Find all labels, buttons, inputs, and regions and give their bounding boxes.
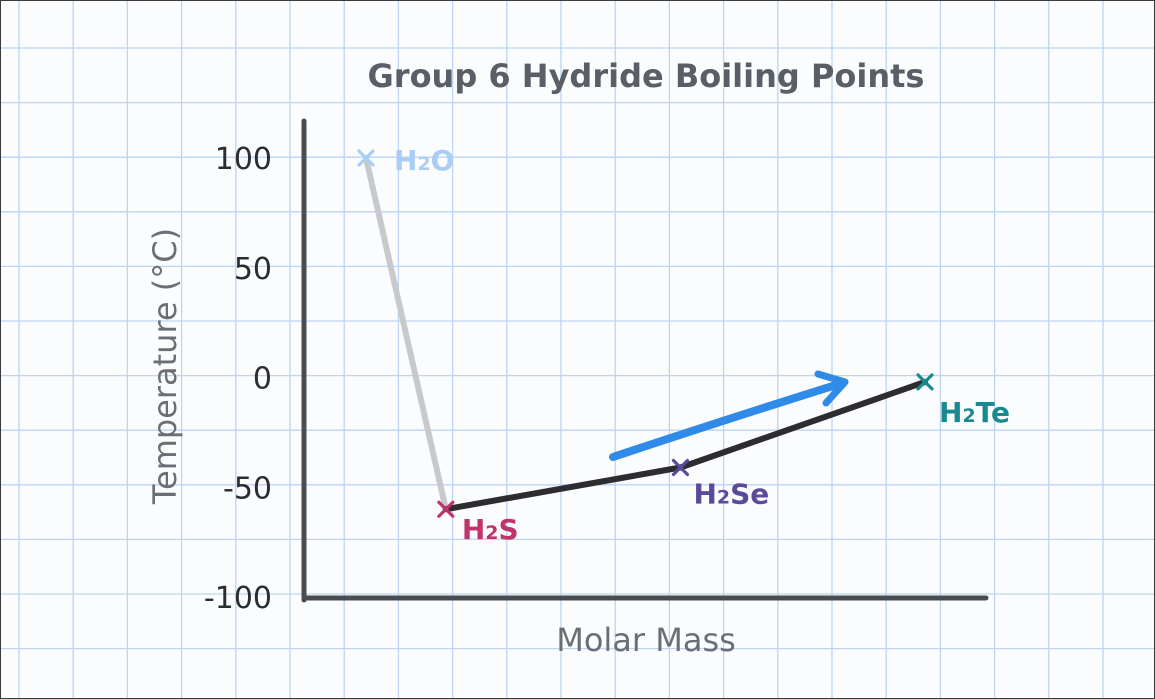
- point-label-H2Se: H2Se: [693, 477, 769, 510]
- y-tick-label: -50: [223, 471, 272, 506]
- trend-arrow: [609, 370, 849, 461]
- trend-arrow-shaft: [609, 380, 843, 461]
- data-lines: [363, 155, 928, 513]
- y-tick-labels: 100 50 0 -50 -100: [204, 142, 272, 616]
- data-point-H2Se: [671, 458, 690, 477]
- line-segment-H2O-H2S: [363, 155, 449, 513]
- data-point-H2Te: [916, 373, 934, 391]
- y-axis-label: Temperature (°C): [146, 228, 184, 505]
- data-point-H2S: [437, 500, 455, 518]
- line-segment-H2S-H2Se: [442, 464, 684, 513]
- y-tick-label: 0: [253, 362, 272, 397]
- trend-arrow-head: [814, 370, 849, 407]
- data-points: H2O H2S H2Se H2Te: [357, 144, 1010, 546]
- point-label-H2S: H2S: [462, 513, 519, 546]
- y-tick-label: 100: [215, 142, 272, 177]
- point-label-H2Te: H2Te: [939, 396, 1010, 429]
- point-label-H2O: H2O: [394, 144, 454, 177]
- line-segment-H2Se-H2Te: [677, 378, 928, 471]
- y-tick-label: 50: [234, 252, 272, 287]
- axes: [301, 118, 989, 603]
- y-tick-label: -100: [204, 581, 272, 616]
- chart-title: Group 6 Hydride Boiling Points: [368, 57, 925, 95]
- x-axis-label: Molar Mass: [556, 621, 736, 659]
- data-point-H2O: [357, 149, 375, 167]
